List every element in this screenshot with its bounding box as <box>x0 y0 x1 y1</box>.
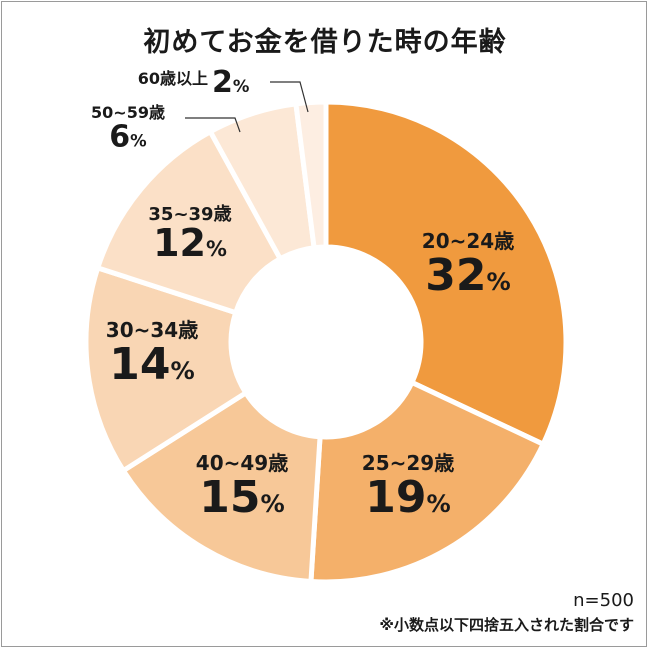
slice-label-6: 60歳以上 <box>138 69 208 88</box>
slice-1 <box>308 379 547 585</box>
leader-line-6 <box>270 81 309 113</box>
slice-label-0: 20~24歳 <box>422 229 514 253</box>
footnote: ※小数点以下四捨五入された割合です <box>379 616 634 634</box>
slice-label-2: 40~49歳 <box>196 451 288 475</box>
chart-title: 初めてお金を借りた時の年齢 <box>143 27 507 58</box>
slice-label-5: 50~59歳 <box>91 103 165 122</box>
leader-line-5 <box>185 117 241 133</box>
slice-value-6: 2% <box>212 65 250 100</box>
slice-value-0: 32% <box>425 250 510 301</box>
slice-value-3: 14% <box>109 339 194 390</box>
slice-3 <box>83 264 250 475</box>
sample-size: n=500 <box>573 590 634 611</box>
slice-value-2: 15% <box>199 472 284 523</box>
slice-value-1: 19% <box>365 472 450 523</box>
slice-label-3: 30~34歳 <box>106 318 198 342</box>
slice-value-5: 6% <box>109 120 147 155</box>
slice-value-4: 12% <box>153 221 227 265</box>
slice-label-1: 25~29歳 <box>362 451 454 475</box>
slice-0 <box>323 99 569 448</box>
slice-label-4: 35~39歳 <box>148 204 231 225</box>
